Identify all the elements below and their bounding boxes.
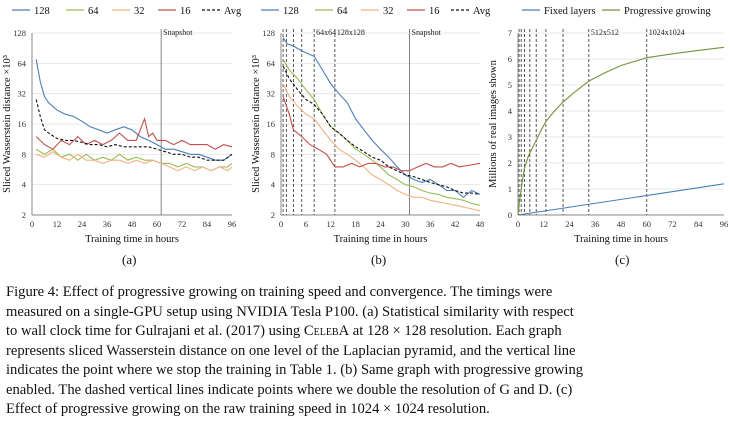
panel-a-x-tick-label: 36 xyxy=(103,219,112,229)
panel-a-y-tick-label: 128 xyxy=(13,28,26,38)
caption-line: Figure 4: Effect of progressive growing … xyxy=(6,284,553,300)
caption-line: enabled. The dashed vertical lines indic… xyxy=(6,381,573,398)
panel-b-vline-label: Snapshot xyxy=(412,28,442,37)
panel-a-x-axis-label: Training time in hours xyxy=(85,234,179,245)
caption-line: Effect of progressive growing on the raw… xyxy=(6,401,490,417)
panel-a-label: (a) xyxy=(122,252,137,267)
panel-a-y-tick-label: 2 xyxy=(22,210,26,220)
caption-line: measured on a single-GPU setup using NVI… xyxy=(6,303,574,320)
panel-b-series-line-128 xyxy=(282,37,481,199)
panel-c-x-tick-label: 48 xyxy=(617,219,626,229)
panel-b-legend-label: 128 xyxy=(283,6,299,17)
panel-b-x-tick-label: 12 xyxy=(327,219,336,229)
panel-c-x-tick-label: 60 xyxy=(643,219,652,229)
panel-c-vline-label: 512x512 xyxy=(591,28,619,37)
panel-a-x-tick-label: 12 xyxy=(53,219,62,229)
panel-b-x-tick-label: 0 xyxy=(279,219,283,229)
panel-b-x-axis-label: Training time in hours xyxy=(334,234,428,245)
panel-a-x-tick-label: 48 xyxy=(128,219,137,229)
panel-a-series-line-avg xyxy=(35,99,233,161)
panel-c-series-line-progressive-growing xyxy=(517,46,725,216)
panel-b-legend-label: Avg xyxy=(473,6,491,17)
panel-b-series-line-64 xyxy=(282,59,481,206)
panel-c-x-tick-label: 12 xyxy=(540,219,549,229)
panel-a-y-tick-label: 64 xyxy=(18,58,27,68)
panel-a-x-tick-label: 96 xyxy=(228,219,237,229)
caption-line: to wall clock time for Gulrajani et al. … xyxy=(6,322,726,342)
panel-a-x-tick-label: 0 xyxy=(30,219,34,229)
panel-b-x-tick-label: 48 xyxy=(476,219,485,229)
caption-text: to wall clock time for Gulrajani et al. … xyxy=(6,323,304,339)
panel-b-y-tick-label: 16 xyxy=(267,119,276,129)
panel-b-series-line-32 xyxy=(282,83,481,212)
panel-a-series-line-32 xyxy=(36,151,233,172)
panel-a-x-tick-label: 24 xyxy=(78,219,87,229)
panel-a-y-tick-label: 8 xyxy=(22,149,26,159)
panel-b-series-line-16 xyxy=(282,96,481,172)
panel-c-vline-label: 1024x1024 xyxy=(649,28,685,37)
panel-b-y-tick-label: 8 xyxy=(271,149,275,159)
panel-a-vline-label: Snapshot xyxy=(163,28,193,37)
panel-c-legend-label: Fixed layers xyxy=(544,6,596,17)
panel-b-x-tick-label: 18 xyxy=(351,219,360,229)
panel-b-legend-label: 32 xyxy=(383,6,394,17)
panel-b-y-tick-label: 64 xyxy=(267,58,276,68)
panel-c-x-tick-label: 0 xyxy=(516,219,520,229)
panel-a-series-line-128 xyxy=(35,59,233,161)
panel-a-legend-label: 16 xyxy=(180,6,191,17)
caption-line: indicates the point where we stop the tr… xyxy=(6,362,584,378)
panel-c-y-tick-label: 6 xyxy=(508,54,512,64)
panel-b-y-tick-label: 128 xyxy=(262,28,275,38)
panel-c-label: (c) xyxy=(615,252,630,267)
panel-b-y-tick-label: 4 xyxy=(271,180,276,190)
caption-text: at 128 × 128 resolution. Each graph xyxy=(349,323,562,339)
panel-b-vline-label: 64x64 xyxy=(316,28,336,37)
panel-b-legend-label: 16 xyxy=(429,6,440,17)
panel-a-legend-label: 32 xyxy=(134,6,145,17)
panel-c-y-tick-label: 2 xyxy=(508,158,512,168)
panel-b-legend-label: 64 xyxy=(337,6,348,17)
panel-b-x-tick-label: 6 xyxy=(304,219,308,229)
panel-c-y-tick-label: 1 xyxy=(508,184,512,194)
panel-b-y-tick-label: 32 xyxy=(267,89,276,99)
panel-c-x-tick-label: 36 xyxy=(591,219,600,229)
panel-a-x-tick-label: 72 xyxy=(178,219,187,229)
panel-a-legend-label: 64 xyxy=(88,6,99,17)
panel-c-y-tick-label: 3 xyxy=(508,132,512,142)
dataset-name: CelebA xyxy=(303,323,350,339)
panel-c-y-tick-label: 4 xyxy=(508,106,513,116)
panel-a-y-tick-label: 16 xyxy=(18,119,27,129)
caption-line: represents sliced Wasserstein distance o… xyxy=(6,342,576,359)
panel-a-y-axis-label: Sliced Wasserstein distance ×10³ xyxy=(2,55,13,193)
panel-c-legend-label: Progressive growing xyxy=(624,6,711,17)
panel-c-x-tick-label: 96 xyxy=(720,219,729,229)
panel-b-x-tick-label: 42 xyxy=(451,219,460,229)
figure-caption: Figure 4: Effect of progressive growing … xyxy=(6,283,726,420)
panel-a-x-tick-label: 84 xyxy=(203,219,212,229)
panel-b-x-tick-label: 36 xyxy=(426,219,435,229)
panel-b-x-tick-label: 30 xyxy=(401,219,410,229)
panel-b-vline-label: 128x128 xyxy=(337,28,365,37)
panel-b-series-line-avg xyxy=(282,65,481,195)
panel-b-y-axis-label: Sliced Wasserstein distance ×10³ xyxy=(251,55,262,193)
panel-c-x-tick-label: 72 xyxy=(668,219,677,229)
panel-a-legend-label: Avg xyxy=(224,6,242,17)
panel-c-y-axis-label: Millions of real images shown xyxy=(488,59,499,187)
panel-a-x-tick-label: 60 xyxy=(153,219,162,229)
panel-b-label: (b) xyxy=(371,252,387,267)
panel-c-y-tick-label: 0 xyxy=(508,210,512,220)
panel-b-x-tick-label: 24 xyxy=(376,219,385,229)
panel-c-x-axis-label: Training time in hours xyxy=(574,234,668,245)
panel-a-y-tick-label: 32 xyxy=(18,89,27,99)
panel-c-x-tick-label: 24 xyxy=(565,219,574,229)
panel-b-y-tick-label: 2 xyxy=(271,210,275,220)
panel-a-y-tick-label: 4 xyxy=(22,180,27,190)
panel-a-legend-label: 128 xyxy=(34,6,50,17)
panel-c-series-line-fixed-layers xyxy=(517,183,725,216)
panel-c-x-tick-label: 84 xyxy=(694,219,703,229)
panel-c-y-tick-label: 7 xyxy=(508,28,512,38)
panel-c-y-tick-label: 5 xyxy=(508,80,512,90)
panel-a-series-line-16 xyxy=(35,116,233,150)
